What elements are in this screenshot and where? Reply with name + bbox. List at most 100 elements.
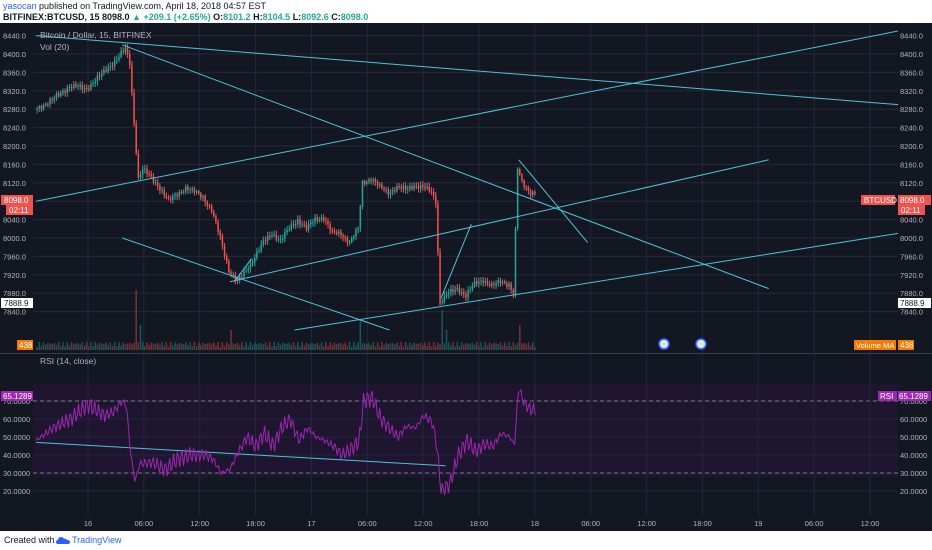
candle-body [279,239,282,241]
volume-bar [381,342,383,350]
rsi-tick-right: 70.0000 [900,397,927,406]
volume-bar [178,343,181,350]
candle-body [243,270,245,277]
left-axis[interactable] [0,23,33,516]
candle-body [512,289,515,295]
volume-bar [284,343,286,350]
candle-body [473,281,476,287]
rsi-badge-right: 65.1289 [898,391,931,401]
time-tick: 19 [754,519,762,528]
candle-body [372,179,375,181]
candle-body [223,245,226,257]
candle-body [139,174,142,178]
candle-body [258,250,260,252]
candle-body [460,292,463,294]
event-flag-icon[interactable] [695,338,707,350]
candle-body [521,174,523,181]
candle-body [210,205,213,212]
candle-body [292,224,295,226]
candle-body [508,283,510,287]
volume-bar [523,343,525,350]
candle-body [109,66,112,68]
right-axis[interactable] [898,23,932,516]
candle-body [391,189,394,192]
candle-body [185,186,187,192]
rsi-tick-left: 40.0000 [3,451,30,460]
candle-body [271,235,273,237]
candle-body [133,92,135,124]
candle-body [57,93,60,96]
volume-bar [359,320,362,350]
volume-bar [310,343,312,350]
candle-body [303,224,306,226]
event-flag-icon[interactable] [658,338,670,350]
candle-body [215,216,217,222]
volume-bar [247,346,250,350]
price-badge-right: 8098.0 [898,195,931,205]
candle-body [47,104,49,106]
price-badge-text: 8098.0 [4,196,29,205]
volume-bar [228,344,230,350]
volume-bar [245,342,247,350]
volume-bar [249,342,252,350]
candle-body [497,280,500,283]
volume-ma-text: Volume MA [856,341,894,350]
candle-body [310,222,312,224]
candle-body [174,194,176,196]
volume-bar [376,342,379,350]
grid [33,23,898,516]
candle-body [340,231,342,236]
volume-bar [450,345,452,350]
volume-bar [269,342,271,350]
volume-bar [424,342,426,350]
volume-bar [409,342,411,350]
volume-badge-right: 438 [898,340,914,350]
rsi-badge-left: 65.1289 [1,391,33,401]
candle-body [503,281,506,284]
volume-bar [426,346,428,350]
tradingview-brand[interactable]: TradingView [72,535,122,545]
symbol-text: BTCUSD [864,196,897,205]
volume-bar [387,344,390,350]
candle-body [281,238,284,240]
candle-body [320,217,323,221]
candle-body [527,186,530,191]
volume-bar [40,345,43,350]
volume-bar [167,346,170,350]
time-tick: 06:00 [805,519,824,528]
rsi-name-text: RSI [880,392,893,401]
volume-bar [534,346,536,350]
volume-bar [100,343,103,350]
volume-bar [262,344,265,350]
volume-bar [378,346,381,350]
candle-body [225,256,228,262]
volume-bar [529,345,532,350]
candle-body [105,69,107,72]
volume-bar [236,342,239,350]
volume-bar [463,344,465,350]
time-axis[interactable] [0,516,932,531]
candle-body [357,228,359,230]
volume-bar [301,342,303,350]
rsi-trendline [35,441,446,467]
candle-body [72,84,75,89]
rsi-tick-right: 40.0000 [900,451,927,460]
volume-bar [187,345,189,350]
candle-body [344,237,346,239]
low-label: L: [292,12,302,22]
volume-bar [316,342,318,350]
price-text-right: 8098.0 [900,196,925,205]
volume-bar [292,342,295,350]
trendlines[interactable] [35,30,899,467]
candle-body [419,185,422,189]
footer: Created with TradingView [0,531,932,550]
candle-body [534,191,536,195]
candle-body [441,302,443,304]
volume-bar [443,343,446,350]
candle-body [206,202,209,206]
candle-body [77,86,79,88]
author-link[interactable]: yasocan [3,1,37,11]
price-tick-right: 8200.0 [900,142,923,151]
volume-bar [137,342,140,350]
